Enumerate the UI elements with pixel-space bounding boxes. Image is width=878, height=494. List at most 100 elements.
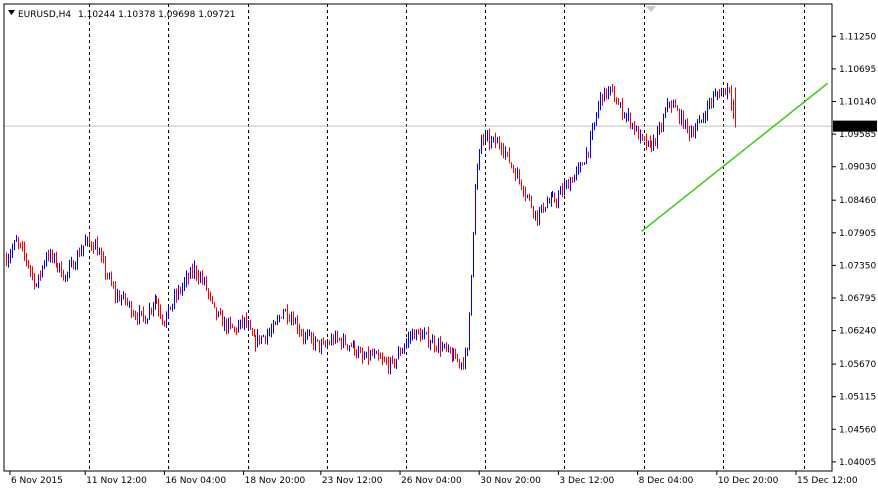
candle-body	[568, 182, 569, 189]
candle-body	[723, 88, 724, 91]
candle-body	[459, 359, 460, 365]
candle-body	[610, 86, 611, 91]
candle-body	[257, 335, 258, 346]
candle-body	[10, 253, 11, 259]
candle-body	[101, 253, 102, 257]
candle-body	[89, 237, 90, 243]
candle-body	[556, 201, 557, 204]
candle-body	[420, 332, 421, 340]
candle-body	[22, 245, 23, 248]
price-axis[interactable]: 1.11250 1.10695 1.10140 1.09585 1.09030 1.084…	[832, 32, 876, 468]
candle-body	[525, 192, 526, 196]
candle-body	[547, 202, 548, 208]
candle-body	[224, 320, 225, 327]
candle-body	[188, 275, 189, 279]
candle-body	[644, 136, 645, 139]
candle-body	[93, 246, 94, 250]
candle-body	[554, 195, 555, 202]
candle-body	[422, 334, 423, 340]
current-price-tag	[833, 120, 877, 132]
candle-body	[351, 345, 352, 347]
candle-body	[230, 321, 231, 325]
candle-body	[735, 95, 736, 127]
x-tick-label: 23 Nov 12:00	[322, 476, 383, 486]
candle-body	[687, 120, 688, 128]
candle-body	[325, 343, 326, 346]
y-tick-label: 1.04005	[839, 458, 876, 468]
candles[interactable]	[6, 83, 736, 375]
candle-body	[145, 316, 146, 324]
dropdown-triangle-icon[interactable]	[8, 10, 15, 15]
candle-body	[578, 166, 579, 171]
candle-body	[683, 113, 684, 128]
candle-body	[242, 319, 243, 325]
candle-body	[614, 90, 615, 102]
candle-body	[473, 233, 474, 276]
candle-body	[327, 343, 328, 346]
candle-body	[604, 88, 605, 102]
candle-body	[636, 127, 637, 131]
candle-body	[448, 347, 449, 349]
x-tick-label: 6 Nov 2015	[11, 476, 63, 486]
candle-body	[214, 302, 215, 308]
candle-body	[216, 307, 217, 316]
candle-body	[202, 276, 203, 281]
candle-body	[364, 357, 365, 359]
candle-body	[149, 308, 150, 319]
time-axis[interactable]: 6 Nov 2015 11 Nov 12:00 16 Nov 04:00 18 Nov…	[9, 471, 858, 486]
candle-body	[67, 272, 68, 276]
candle-body	[499, 140, 500, 146]
y-tick-label: 1.09030	[839, 163, 876, 173]
candle-body	[513, 166, 514, 171]
candle-body	[669, 102, 670, 104]
candle-body	[210, 293, 211, 297]
ohlc-values: 1.10244 1.10378 1.09698 1.09721	[78, 10, 235, 20]
candle-body	[661, 127, 662, 129]
candle-body	[539, 211, 540, 222]
candle-body	[54, 255, 55, 259]
shift-marker-icon[interactable]	[646, 6, 656, 12]
candle-body	[521, 180, 522, 188]
candle-body	[552, 195, 553, 197]
candle-body	[562, 189, 563, 193]
candle-body	[329, 343, 330, 345]
candle-body	[586, 151, 587, 163]
candle-body	[572, 180, 573, 182]
candle-body	[630, 114, 631, 126]
candle-body	[701, 119, 702, 121]
candle-body	[600, 94, 601, 105]
candle-body	[574, 175, 575, 182]
x-tick-label: 8 Dec 04:00	[639, 476, 694, 486]
candle-body	[311, 333, 312, 339]
candle-body	[75, 265, 76, 269]
candle-body	[620, 103, 621, 105]
candle-body	[259, 335, 260, 342]
candle-body	[283, 311, 284, 319]
candle-body	[337, 334, 338, 339]
candle-body	[465, 351, 466, 366]
candle-body	[8, 258, 9, 265]
candle-body	[594, 122, 595, 128]
x-tick-label: 18 Nov 20:00	[245, 476, 306, 486]
candle-body	[59, 263, 60, 268]
candle-body	[453, 351, 454, 361]
candle-body	[566, 182, 567, 186]
candle-body	[182, 286, 183, 292]
candle-body	[646, 138, 647, 147]
candle-body	[394, 360, 395, 366]
candle-body	[52, 252, 53, 259]
candle-body	[333, 338, 334, 342]
candle-body	[558, 194, 559, 204]
candle-body	[626, 115, 627, 117]
trendline[interactable]	[641, 82, 829, 232]
y-tick-label: 1.07905	[839, 229, 876, 239]
candle-body	[236, 328, 237, 332]
candle-body	[319, 340, 320, 349]
y-tick-label: 1.10695	[839, 65, 876, 75]
candle-body	[634, 123, 635, 131]
candle-body	[26, 255, 27, 262]
candle-body	[105, 260, 106, 275]
candle-body	[505, 151, 506, 154]
